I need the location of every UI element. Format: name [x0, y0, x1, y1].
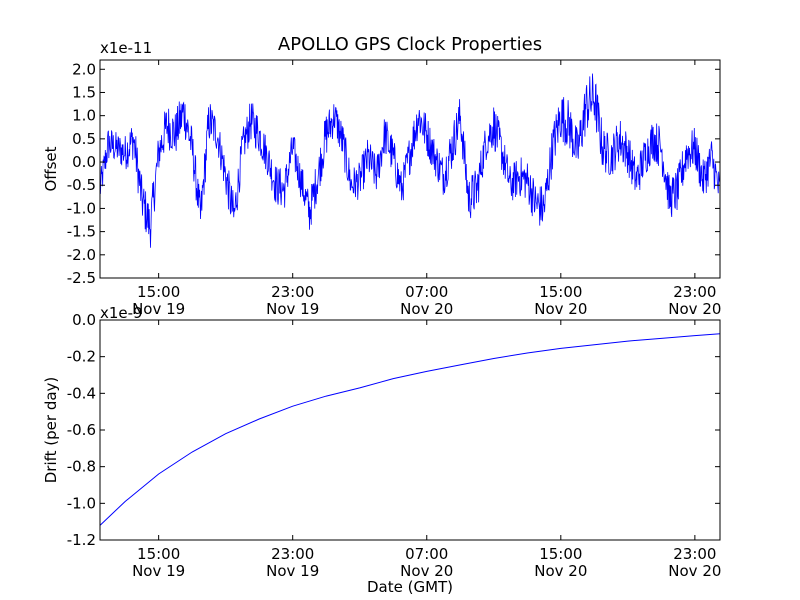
offset-xtick-time-label: 23:00 [673, 283, 716, 301]
offset-y-label: Offset [42, 146, 60, 191]
drift-ytick-label: -0.2 [67, 348, 96, 366]
offset-panel: -2.5 -2.0 -1.5 -1.0 -0.5 0.0 0.5 1.0 1.5 2.0 15:0… [42, 39, 721, 318]
offset-ytick-label: -2.0 [67, 246, 96, 264]
offset-ytick-label: 0.5 [72, 130, 96, 148]
chart-title: APOLLO GPS Clock Properties [278, 34, 542, 55]
drift-xtick-date-label: Nov 19 [266, 562, 319, 580]
drift-scale-text: x1e-9 [100, 304, 143, 322]
offset-series-line [99, 73, 721, 248]
drift-ytick-label: 0.0 [72, 311, 96, 329]
offset-ytick-label: -1.5 [67, 223, 96, 241]
offset-ytick-label: 2.0 [72, 60, 96, 78]
offset-xtick-time-label: 23:00 [271, 283, 314, 301]
offset-xtick-date-label: Nov 20 [668, 300, 721, 318]
drift-xtick-time-label: 23:00 [673, 545, 716, 563]
drift-xtick-time-label: 15:00 [137, 545, 180, 563]
drift-series [99, 333, 721, 526]
offset-xtick-time-label: 07:00 [405, 283, 448, 301]
drift-xtick-time-label: 15:00 [539, 545, 582, 563]
drift-xtick-date-label: Nov 20 [400, 562, 453, 580]
drift-ytick-label: -0.6 [67, 421, 96, 439]
offset-ytick-label: -0.5 [67, 176, 96, 194]
drift-xtick-date-label: Nov 20 [534, 562, 587, 580]
offset-plot-frame [99, 59, 721, 279]
drift-y-ticks: -1.2 -1.0 -0.8 -0.6 -0.4 -0.2 0.0 [67, 311, 720, 549]
drift-xtick-time-label: 23:00 [271, 545, 314, 563]
offset-ytick-label: 1.5 [72, 83, 96, 101]
offset-xtick-date-label: Nov 20 [534, 300, 587, 318]
drift-series-line [99, 333, 721, 526]
offset-xtick-date-label: Nov 19 [132, 300, 185, 318]
drift-xtick-time-label: 07:00 [405, 545, 448, 563]
drift-ytick-label: -1.0 [67, 494, 96, 512]
drift-xtick-date-label: Nov 20 [668, 562, 721, 580]
offset-ytick-label: 1.0 [72, 107, 96, 125]
offset-ytick-label: -1.0 [67, 199, 96, 217]
offset-y-ticks: -2.5 -2.0 -1.5 -1.0 -0.5 0.0 0.5 1.0 1.5 2.0 [67, 60, 720, 287]
offset-scale-text: x1e-11 [100, 39, 152, 57]
offset-xtick-date-label: Nov 20 [400, 300, 453, 318]
offset-ytick-label: -2.5 [67, 269, 96, 287]
drift-x-label: Date (GMT) [367, 578, 453, 596]
drift-ytick-label: -0.4 [67, 384, 96, 402]
drift-y-label: Drift (per day) [42, 377, 60, 484]
offset-xtick-date-label: Nov 19 [266, 300, 319, 318]
drift-ytick-label: -1.2 [67, 531, 96, 549]
offset-ytick-label: 0.0 [72, 153, 96, 171]
drift-ytick-label: -0.8 [67, 458, 96, 476]
offset-xtick-time-label: 15:00 [137, 283, 180, 301]
offset-xtick-time-label: 15:00 [539, 283, 582, 301]
offset-series [99, 73, 721, 248]
drift-xtick-date-label: Nov 19 [132, 562, 185, 580]
